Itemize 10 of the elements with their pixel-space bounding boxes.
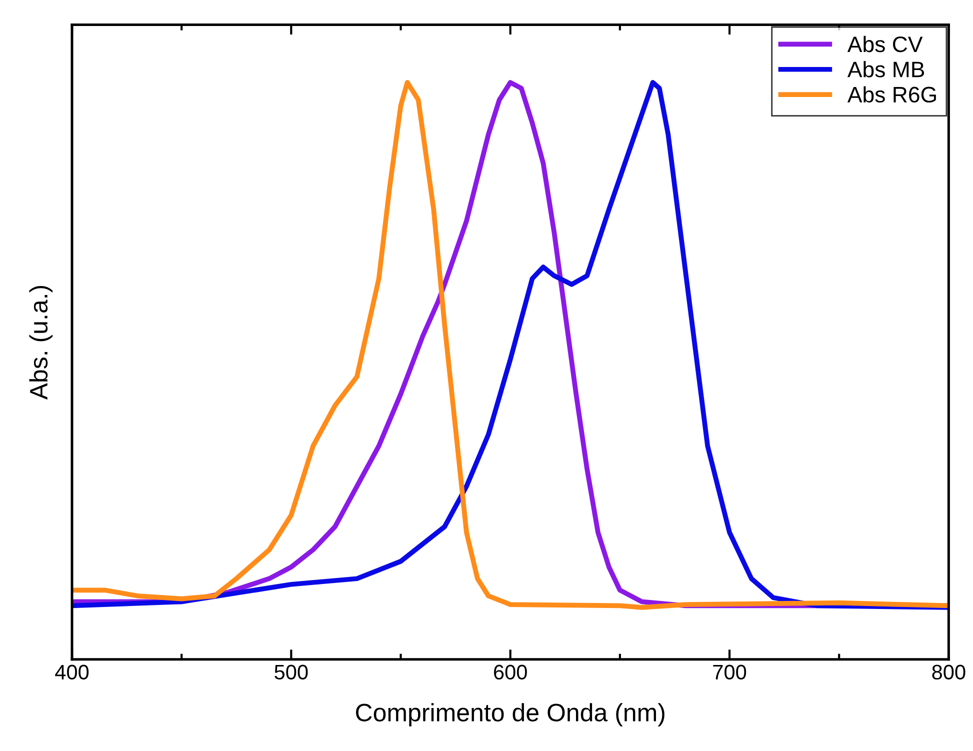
x-tick-label: 400 [55,664,89,680]
legend-label: Abs CV [847,36,923,52]
legend-label: Abs R6G [847,86,936,103]
x-tick-label: 600 [494,664,527,680]
x-axis-title: Comprimento de Onda (nm) [356,703,664,726]
legend-label: Abs MB [847,61,924,78]
x-tick-label: 500 [274,664,308,680]
y-axis-title: Abs. (u.a.) [29,286,53,400]
x-tick-label: 700 [713,664,746,680]
x-tick-label: 800 [932,664,966,680]
